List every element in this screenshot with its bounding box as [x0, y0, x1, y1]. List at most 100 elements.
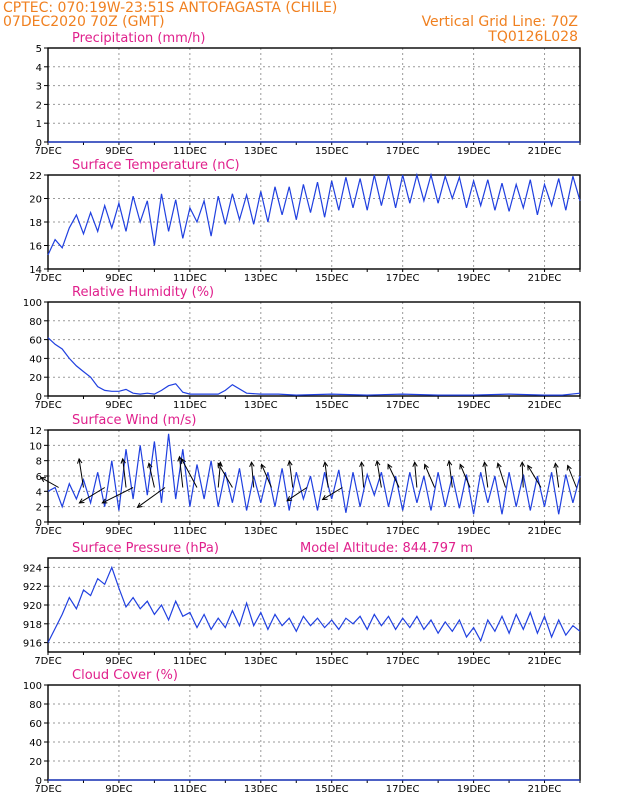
x-tick-label: 21DEC	[528, 273, 562, 284]
series-line	[47, 565, 581, 643]
wind-vector	[181, 458, 198, 488]
y-tick-label: 20	[29, 373, 42, 384]
y-tick-label: 5	[36, 44, 42, 55]
header-run-date: 07DEC2020 70Z (GMT)	[3, 14, 165, 30]
wind-vector-arrowhead	[322, 461, 329, 468]
plot-frame	[47, 47, 581, 143]
x-tick-label: 9DEC	[105, 400, 132, 411]
wind-vector	[286, 487, 308, 502]
wind-vector-arrowhead	[287, 460, 293, 466]
panel-annotation: Model Altitude: 844.797 m	[300, 541, 473, 556]
y-tick-label: 8	[36, 457, 42, 468]
wind-vector	[322, 487, 343, 501]
x-tick-label: 11DEC	[173, 656, 207, 667]
y-tick-label: 924	[23, 563, 42, 574]
wind-vector	[79, 487, 106, 504]
x-tick-label: 17DEC	[386, 146, 420, 157]
panel-title: Surface Temperature (nC)	[72, 158, 240, 173]
y-tick-label: 100	[23, 681, 42, 692]
panel-2: 7DEC 9DEC 11DEC 13DEC 15DEC 17DEC 19DEC 21DEC 14…	[29, 158, 581, 284]
wind-vector	[424, 464, 436, 488]
wind-vector-arrowhead	[387, 463, 393, 470]
x-tick-label: 19DEC	[457, 146, 491, 157]
wind-vector-arrowhead	[147, 462, 153, 469]
wind-vector-arrowhead	[120, 457, 126, 464]
x-tick-label: 11DEC	[173, 526, 207, 537]
panel-title: Cloud Cover (%)	[72, 668, 178, 683]
header-station: CPTEC: 070:19W-23:51S ANTOFAGASTA (CHILE…	[3, 0, 337, 16]
y-tick-label: 2	[36, 100, 42, 111]
x-tick-label: 7DEC	[34, 526, 61, 537]
plot-frame	[47, 557, 581, 653]
wind-vector-arrowhead	[566, 464, 572, 471]
x-tick-label: 15DEC	[315, 656, 349, 667]
panels: 7DEC 9DEC 11DEC 13DEC 15DEC 17DEC 19DEC 21DEC 0 1…	[23, 31, 581, 795]
wind-vector	[387, 464, 400, 488]
wind-vector	[567, 465, 577, 488]
x-tick-label: 17DEC	[386, 273, 420, 284]
y-tick-label: 100	[23, 298, 42, 309]
panel-title: Surface Pressure (hPa)	[72, 541, 219, 556]
wind-vector-arrowhead	[260, 463, 266, 470]
x-tick-label: 21DEC	[528, 146, 562, 157]
x-tick-label: 9DEC	[105, 146, 132, 157]
wind-vector	[448, 461, 453, 488]
wind-vector	[288, 461, 294, 488]
y-tick-label: 60	[29, 719, 42, 730]
y-tick-label: 922	[23, 582, 42, 593]
x-tick-label: 19DEC	[457, 273, 491, 284]
header-model: TQ0126L028	[487, 29, 578, 45]
wind-vector	[40, 477, 59, 488]
x-tick-label: 15DEC	[315, 273, 349, 284]
wind-vector	[483, 462, 489, 488]
panel-1: 7DEC 9DEC 11DEC 13DEC 15DEC 17DEC 19DEC 21DEC 0 1…	[34, 31, 581, 157]
y-tick-label: 22	[29, 171, 42, 182]
wind-vector-arrowhead	[553, 462, 559, 469]
wind-vector-arrowhead	[446, 460, 453, 466]
wind-vector	[178, 456, 184, 488]
x-tick-label: 9DEC	[105, 656, 132, 667]
x-tick-label: 7DEC	[34, 146, 61, 157]
x-tick-label: 17DEC	[386, 400, 420, 411]
x-tick-label: 17DEC	[386, 526, 420, 537]
wind-vector-arrowhead	[459, 463, 465, 470]
series-line	[47, 172, 581, 256]
y-tick-label: 0	[36, 518, 42, 529]
x-tick-label: 9DEC	[105, 273, 132, 284]
x-tick-label: 13DEC	[244, 400, 278, 411]
wind-vector-arrowhead	[412, 461, 418, 467]
wind-vector-arrowhead	[78, 498, 85, 504]
x-tick-label: 11DEC	[173, 400, 207, 411]
wind-vector	[360, 462, 365, 488]
x-tick-label: 7DEC	[34, 273, 61, 284]
wind-vector-arrowhead	[321, 495, 328, 501]
wind-vector	[251, 462, 255, 488]
x-tick-label: 21DEC	[528, 784, 562, 795]
series-line	[47, 433, 581, 515]
x-tick-label: 7DEC	[34, 656, 61, 667]
panel-3: 7DEC 9DEC 11DEC 13DEC 15DEC 17DEC 19DEC 21DEC 0 2…	[23, 285, 581, 411]
plot-frame	[47, 684, 581, 781]
panel-4: 7DEC 9DEC 11DEC 13DEC 15DEC 17DEC 19DEC 21DEC 0 2…	[29, 413, 581, 537]
header-grid-line: Vertical Grid Line: 70Z	[422, 14, 578, 30]
x-tick-label: 11DEC	[173, 146, 207, 157]
wind-vector-arrowhead	[217, 462, 223, 469]
y-tick-label: 3	[36, 82, 42, 93]
x-tick-label: 13DEC	[244, 146, 278, 157]
wind-vector-arrowhead	[482, 461, 488, 468]
x-tick-label: 15DEC	[315, 526, 349, 537]
x-tick-label: 13DEC	[244, 273, 278, 284]
wind-vector	[137, 487, 166, 508]
x-tick-label: 17DEC	[386, 656, 420, 667]
wind-vector-arrowhead	[496, 462, 502, 469]
y-tick-label: 40	[29, 738, 42, 749]
x-tick-label: 13DEC	[244, 656, 278, 667]
wind-vector	[261, 464, 272, 488]
wind-vector	[414, 462, 418, 488]
x-tick-label: 19DEC	[457, 400, 491, 411]
x-tick-label: 21DEC	[528, 526, 562, 537]
y-tick-label: 10	[29, 441, 42, 452]
y-tick-label: 16	[29, 242, 42, 253]
series-line	[47, 337, 581, 396]
